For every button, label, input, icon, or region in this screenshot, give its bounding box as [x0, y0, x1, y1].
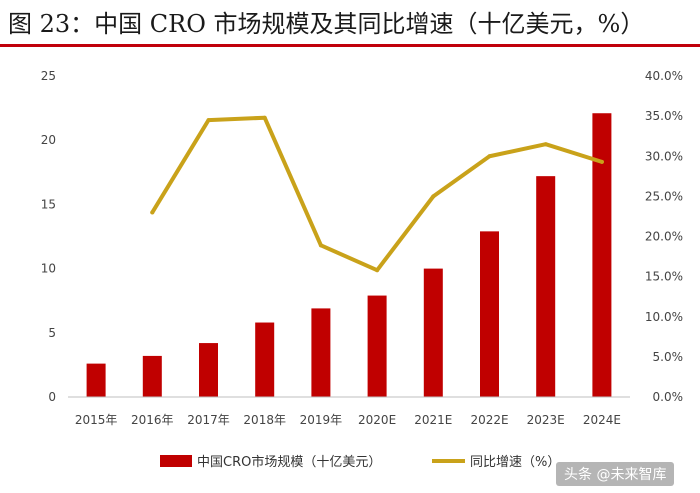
right-tick-label: 10.0%	[645, 310, 683, 324]
line-point	[375, 268, 380, 273]
bar	[142, 355, 162, 397]
left-tick-label: 10	[41, 262, 56, 276]
line-point	[262, 115, 267, 120]
bar	[480, 231, 499, 397]
right-tick-label: 35.0%	[645, 109, 683, 123]
x-tick-label: 2015年	[75, 413, 118, 427]
right-tick-label: 0.0%	[653, 390, 684, 404]
x-tick-label: 2016年	[131, 413, 174, 427]
left-axis-ticks: 0 5 10 15 20 25	[41, 69, 56, 404]
bar	[423, 268, 443, 397]
left-tick-label: 0	[48, 390, 56, 404]
right-tick-label: 25.0%	[645, 189, 683, 203]
bar	[536, 176, 556, 397]
bar	[255, 322, 275, 397]
bar	[311, 308, 331, 397]
right-tick-label: 30.0%	[645, 149, 683, 163]
x-axis-labels: 2015年 2016年 2017年 2018年 2019年 2020E 2021E 2022E…	[75, 413, 621, 427]
bar-series	[86, 113, 612, 398]
line-point	[318, 243, 323, 248]
x-tick-label: 2017年	[187, 413, 230, 427]
line-point	[487, 154, 492, 159]
right-tick-label: 5.0%	[653, 350, 684, 364]
x-tick-label: 2020E	[358, 413, 396, 427]
x-tick-label: 2022E	[470, 413, 508, 427]
chart-title: 图 23：中国 CRO 市场规模及其同比增速（十亿美元，%）	[8, 10, 645, 38]
right-tick-label: 20.0%	[645, 230, 683, 244]
growth-rate-line	[150, 115, 604, 273]
line-point	[150, 210, 155, 215]
line-point	[599, 159, 604, 164]
x-tick-label: 2019年	[300, 413, 343, 427]
legend-label-line: 同比增速（%）	[470, 455, 560, 470]
line-series	[150, 115, 604, 273]
left-tick-label: 5	[48, 326, 56, 340]
bar	[199, 343, 218, 397]
watermark: 头条 @未来智库	[556, 462, 675, 486]
x-tick-label: 2024E	[583, 413, 621, 427]
left-tick-label: 15	[41, 197, 56, 211]
bar	[367, 295, 387, 397]
line-point	[543, 142, 548, 147]
legend-swatch-bar	[160, 455, 192, 467]
left-tick-label: 20	[41, 133, 56, 147]
bar	[86, 363, 106, 397]
left-tick-label: 25	[41, 69, 56, 83]
x-tick-label: 2018年	[243, 413, 286, 427]
legend: 中国CRO市场规模（十亿美元） 同比增速（%）	[160, 454, 560, 470]
title-underline	[0, 44, 700, 47]
legend-label-bar: 中国CRO市场规模（十亿美元）	[197, 454, 381, 470]
x-tick-label: 2023E	[527, 413, 565, 427]
line-point	[431, 194, 436, 199]
x-tick-label: 2021E	[414, 413, 452, 427]
line-point	[206, 118, 211, 123]
right-axis-ticks: 0.0% 5.0% 10.0% 15.0% 20.0% 25.0% 30.0% 35.0% 40…	[645, 69, 683, 404]
bar	[592, 113, 612, 398]
right-tick-label: 40.0%	[645, 69, 683, 83]
right-tick-label: 15.0%	[645, 270, 683, 284]
